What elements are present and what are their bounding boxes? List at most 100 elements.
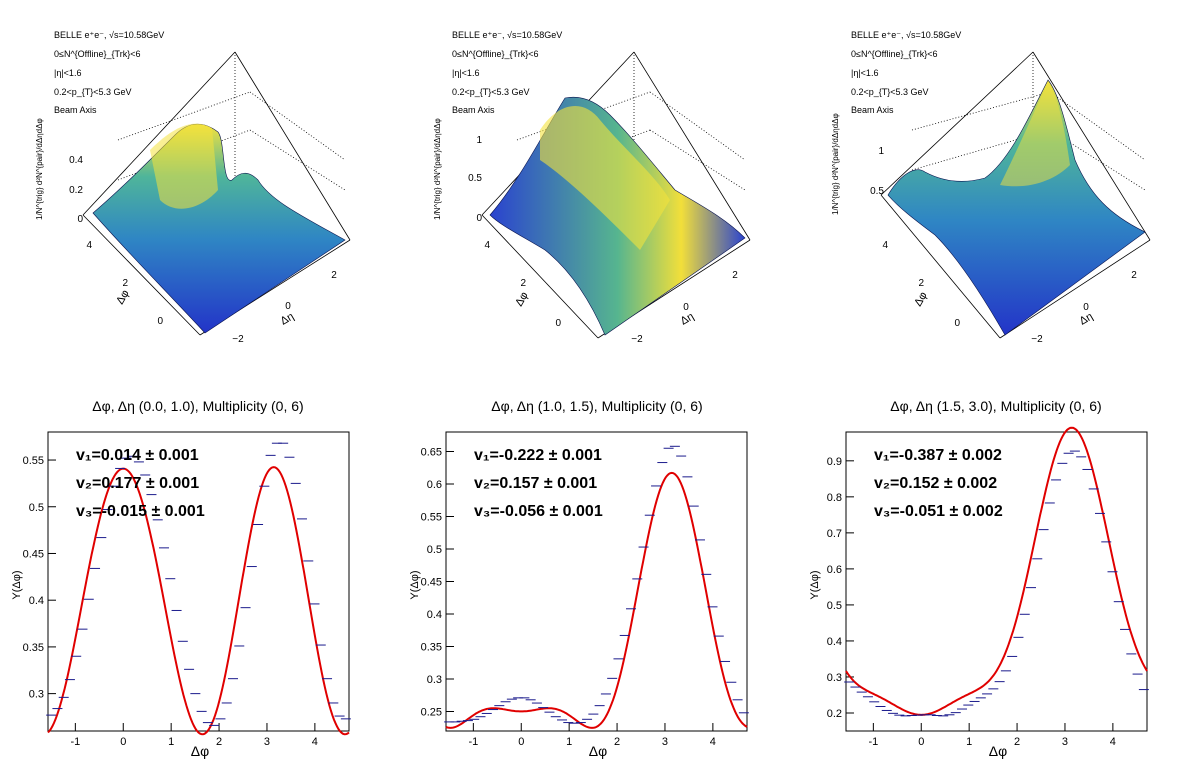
fit-curve: [47, 466, 350, 736]
surface-label: 0≤N^{Offline}_{Trk}<6: [54, 49, 140, 59]
dphi-tick: 4: [882, 240, 888, 251]
y-tick-label: 0.45: [421, 577, 442, 589]
fit-parameter: v₃=-0.051 ± 0.002: [874, 503, 1003, 520]
x-tick-label: 0: [120, 736, 126, 748]
z-tick: 0.2: [69, 185, 83, 196]
y-tick-label: 0.3: [29, 689, 44, 701]
y-tick-label: 0.35: [421, 642, 442, 654]
y-axis-label: Y(Δφ): [11, 570, 23, 599]
deta-tick: 2: [732, 270, 738, 281]
x-axis-label: Δφ: [191, 743, 209, 759]
y-axis-label: Y(Δφ): [409, 570, 421, 599]
surface-deta-axis: Δη: [679, 310, 697, 327]
x-tick-label: 2: [1014, 736, 1020, 748]
dphi-tick: 0: [157, 316, 163, 327]
surface-label: Beam Axis: [851, 105, 894, 115]
y-tick-label: 0.4: [827, 636, 842, 648]
y-tick-label: 0.55: [23, 455, 44, 467]
z-tick: 0: [77, 214, 83, 225]
surface-dphi-ticks-1: 4 2 0: [86, 240, 163, 327]
y-tick-label: 0.45: [23, 548, 44, 560]
surface-deta-ticks-3: −2 0 2: [1031, 270, 1137, 345]
surface-zlabel: 1/N^{trig} d²N^{pair}/dΔηdΔφ: [35, 118, 44, 220]
surface-dphi-ticks-3: 4 2 0: [882, 240, 960, 329]
deta-tick: −2: [1031, 334, 1043, 345]
surface-label: |η|<1.6: [851, 68, 878, 78]
fit-panel-1: Δφ, Δη (0.0, 1.0), Multiplicity (0, 6) -1…: [11, 398, 351, 759]
x-tick-label: 4: [710, 736, 716, 748]
deta-tick: 0: [285, 301, 291, 312]
surface-z-ticks-1: 0 0.2 0.4: [69, 155, 83, 225]
surface-labels-3: BELLE e⁺e⁻, √s=10.58GeV 0≤N^{Offline}_{T…: [851, 30, 961, 115]
x-tick-label: 3: [662, 736, 668, 748]
y-tick-label: 0.4: [29, 595, 44, 607]
dphi-tick: 2: [122, 278, 128, 289]
surface-label: Beam Axis: [54, 105, 97, 115]
fit-parameter: v₁=-0.387 ± 0.002: [874, 447, 1002, 464]
x-axis-label: Δφ: [989, 743, 1007, 759]
fit-curve: [445, 471, 748, 729]
surface-z-ticks-2: 0 0.5 1: [468, 135, 482, 224]
fit-panel-3: Δφ, Δη (1.5, 3.0), Multiplicity (0, 6) -1…: [809, 398, 1149, 759]
surface-zlabel: 1/N^{trig} d²N^{pair}/dΔηdΔφ: [433, 118, 442, 220]
y-tick-label: 0.5: [29, 502, 44, 514]
surface-label: 0≤N^{Offline}_{Trk}<6: [452, 49, 538, 59]
surface-label: BELLE e⁺e⁻, √s=10.58GeV: [851, 30, 961, 40]
plot-frame: [47, 431, 350, 732]
y-tick-label: 0.55: [421, 512, 442, 524]
surface-label: |η|<1.6: [54, 68, 81, 78]
surface-label: 0.2<p_{T}<5.3 GeV: [54, 87, 132, 97]
fit-parameter: v₁=-0.222 ± 0.001: [474, 447, 602, 464]
surface-ridge-2: [540, 106, 670, 250]
y-tick-label: 0.2: [827, 708, 842, 720]
x-tick-label: -1: [70, 736, 80, 748]
surface-labels-1: BELLE e⁺e⁻, √s=10.58GeV 0≤N^{Offline}_{T…: [54, 30, 164, 115]
y-tick-label: 0.6: [427, 479, 442, 491]
dphi-tick: 2: [918, 278, 924, 289]
y-tick-label: 0.3: [427, 674, 442, 686]
plot-frame: [845, 431, 1148, 732]
y-tick-label: 0.5: [827, 600, 842, 612]
y-tick-label: 0.6: [827, 564, 842, 576]
fit-parameter: v₂=0.157 ± 0.001: [474, 475, 597, 492]
fit-curve: [845, 426, 1148, 716]
surface-label: |η|<1.6: [452, 68, 479, 78]
panel-title: Δφ, Δη (0.0, 1.0), Multiplicity (0, 6): [92, 398, 303, 414]
surface-labels-2: BELLE e⁺e⁻, √s=10.58GeV 0≤N^{Offline}_{T…: [452, 30, 562, 115]
surface-z-ticks-3: 0.5 1: [870, 146, 884, 197]
surface-panel-1: BELLE e⁺e⁻, √s=10.58GeV 0≤N^{Offline}_{T…: [35, 30, 351, 345]
x-tick-label: -1: [468, 736, 478, 748]
surface-label: 0.2<p_{T}<5.3 GeV: [851, 87, 929, 97]
deta-tick: −2: [631, 334, 643, 345]
x-tick-label: 1: [966, 736, 972, 748]
surface-deta-axis: Δη: [1078, 310, 1096, 327]
fit-panel-2: Δφ, Δη (1.0, 1.5), Multiplicity (0, 6) -1…: [409, 398, 749, 759]
deta-tick: 0: [683, 302, 689, 313]
surface-deta-axis: Δη: [279, 310, 297, 327]
surface-deta-ticks-2: −2 0 2: [631, 270, 738, 345]
surface-label: Beam Axis: [452, 105, 495, 115]
surface-panel-2: BELLE e⁺e⁻, √s=10.58GeV 0≤N^{Offline}_{T…: [433, 30, 751, 345]
deta-tick: 2: [331, 270, 337, 281]
y-tick-label: 0.65: [421, 447, 442, 459]
y-tick-label: 0.7: [827, 528, 842, 540]
y-axis-label: Y(Δφ): [809, 570, 821, 599]
y-tick-label: 0.8: [827, 492, 842, 504]
surface-mesh-1: [92, 123, 346, 334]
panel-title: Δφ, Δη (1.5, 3.0), Multiplicity (0, 6): [890, 398, 1101, 414]
dphi-tick: 0: [555, 318, 561, 329]
x-tick-label: 1: [168, 736, 174, 748]
fit-parameter: v₂=0.152 ± 0.002: [874, 475, 997, 492]
surface-zlabel: 1/N^{trig} d²N^{pair}/dΔηdΔφ: [831, 113, 840, 215]
dphi-tick: 4: [484, 240, 490, 251]
y-tick-label: 0.3: [827, 672, 842, 684]
surface-label: 0≤N^{Offline}_{Trk}<6: [851, 49, 937, 59]
surface-label: 0.2<p_{T}<5.3 GeV: [452, 87, 530, 97]
x-axis-label: Δφ: [589, 743, 607, 759]
surface-shadow-1: [150, 123, 218, 209]
surface-peak-3: [1000, 82, 1070, 187]
surface-dphi-ticks-2: 4 2 0: [484, 240, 561, 329]
deta-tick: −2: [232, 334, 244, 345]
z-tick: 1: [476, 135, 482, 146]
